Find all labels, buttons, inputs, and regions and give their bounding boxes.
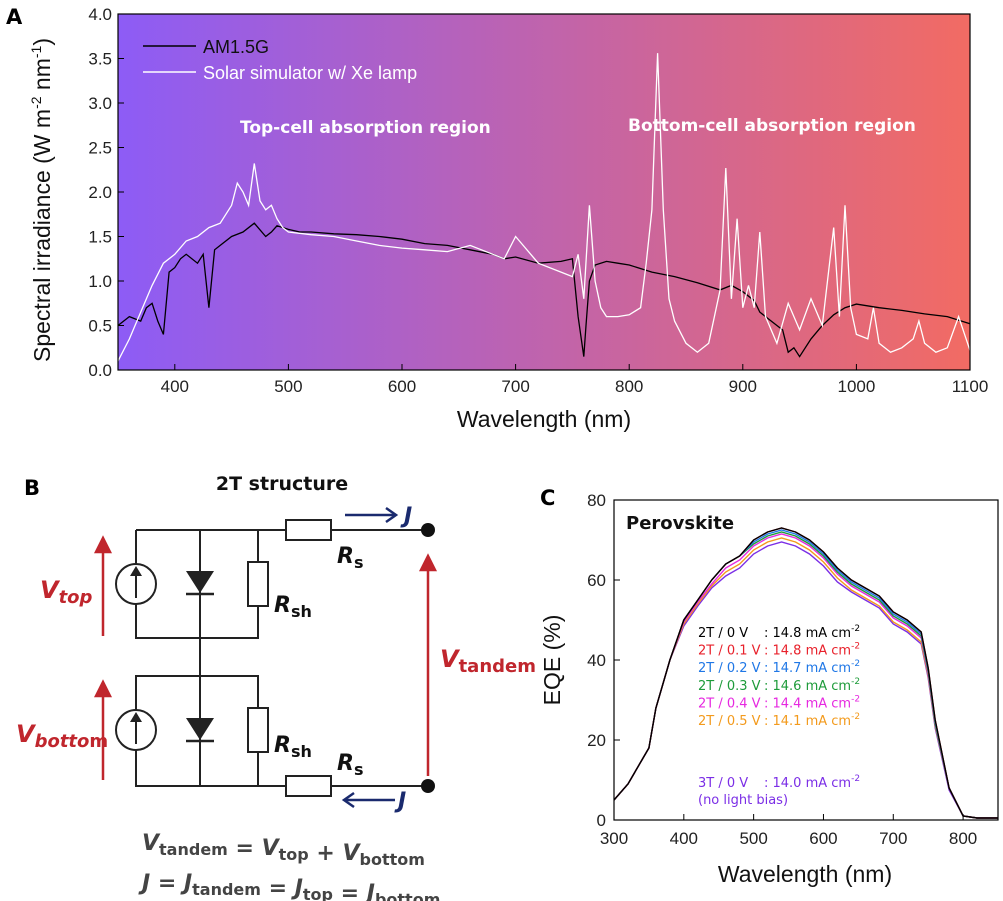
y-tick-label: 1.0 [88, 272, 112, 291]
x-tick-label: 1000 [837, 377, 875, 396]
legend-entry-label: 2T / 0.4 V [698, 696, 761, 711]
plot-a-x-axis-title: Wavelength (nm) [457, 406, 631, 432]
y-tick-label: 3.0 [88, 94, 112, 113]
x-tick-label: 700 [879, 829, 907, 848]
circuit-title: 2T structure [216, 473, 348, 495]
current-arrow-bottom-icon [341, 791, 395, 809]
x-tick-label: 800 [615, 377, 643, 396]
rsh-bottom-label: Rsh [274, 733, 312, 761]
x-tick-label: 900 [729, 377, 757, 396]
current-arrow-top-icon [345, 506, 399, 524]
y-tick-label: 1.5 [88, 228, 112, 247]
legend-entry-note: (no light bias) [698, 793, 788, 808]
x-tick-label: 800 [949, 829, 977, 848]
y-tick-label: 0.5 [88, 317, 112, 336]
x-tick-label: 1100 [952, 377, 989, 396]
plot-c-x-axis-title: Wavelength (nm) [718, 861, 892, 887]
current-label-top: J [400, 504, 412, 529]
legend-entry-value: : 14.8 mA cm-2 [764, 624, 860, 641]
equation-voltage: Vtandem = Vtop + Vbottom [142, 831, 425, 869]
legend-entry-label: 2T / 0 V [698, 626, 748, 641]
annotation-top-cell-region: Top-cell absorption region [240, 118, 491, 138]
plot-c-background [614, 500, 998, 820]
v-bottom-label: Vbottom [16, 720, 108, 752]
voltage-arrow-bottom-icon [93, 679, 113, 780]
y-tick-label: 60 [587, 571, 606, 590]
panel-label-a: A [6, 5, 23, 29]
y-tick-label: 40 [587, 651, 606, 670]
series-resistor-top-icon [285, 519, 332, 541]
legend-entry-value: : 14.0 mA cm-2 [764, 774, 860, 791]
y-tick-label: 4.0 [88, 5, 112, 24]
x-tick-label: 600 [388, 377, 416, 396]
plot-a-series-group [117, 53, 971, 362]
eqe-series-line [613, 527, 998, 819]
plot-c-series-group [613, 527, 998, 819]
shunt-resistor-top-icon [247, 561, 269, 607]
series-resistor-bottom-icon [285, 775, 332, 797]
voltage-arrow-tandem-icon [418, 553, 438, 776]
legend-entry-value: : 14.1 mA cm-2 [764, 712, 860, 729]
x-tick-label: 500 [739, 829, 767, 848]
panel-a-spectrum-chart: 400 500 600 700 800 900 1000 1100 0.0 0.5 1.0 1.5 2.… [28, 5, 988, 432]
diode-bottom-icon [186, 718, 214, 743]
diode-top-icon [186, 571, 214, 596]
v-tandem-label: Vtandem [440, 645, 536, 677]
plot-a-y-axis-title: Spectral irradiance (W m-2 nm-1) [28, 38, 55, 362]
panel-c-eqe-chart: 300 400 500 600 700 800 0 20 40 60 80 Perovskite 2… [539, 491, 999, 887]
plot-a-background [118, 14, 970, 370]
plot-c-legend: 2T / 0 V : 14.8 mA cm-22T / 0.1 V: 14.8 m… [698, 624, 860, 808]
terminal-bottom-icon [421, 779, 435, 793]
panel-label-b: B [24, 476, 40, 500]
y-tick-label: 0.0 [88, 361, 112, 380]
legend-entry-label: 2T / 0.3 V [698, 679, 761, 694]
x-tick-label: 700 [501, 377, 529, 396]
plot-a-ticks: 400 500 600 700 800 900 1000 1100 0.0 0.5 1.0 1.5 2.… [88, 5, 988, 396]
legend-entry-label: 2T / 0.1 V [698, 644, 761, 659]
panel-label-c: C [540, 486, 555, 510]
terminal-top-icon [421, 523, 435, 537]
shunt-resistor-bottom-icon [247, 707, 269, 753]
y-tick-label: 3.5 [88, 50, 112, 69]
legend-entry-label: 2T / 0.5 V [698, 714, 761, 729]
plot-c-ticks: 300 400 500 600 700 800 0 20 40 60 80 [587, 491, 977, 848]
annotation-bottom-cell-region: Bottom-cell absorption region [628, 116, 916, 136]
x-tick-label: 400 [670, 829, 698, 848]
voltage-arrow-top-icon [93, 535, 113, 636]
plot-c-y-axis-title: EQE (%) [539, 615, 565, 706]
legend-label-am15g: AM1.5G [203, 37, 269, 57]
rs-top-label: Rs [337, 544, 363, 572]
legend-entry-value: : 14.4 mA cm-2 [764, 694, 860, 711]
plot-c-title: Perovskite [626, 513, 734, 534]
series-line-am15g [117, 222, 971, 358]
legend-entry-value: : 14.8 mA cm-2 [764, 642, 860, 659]
y-tick-label: 20 [587, 731, 606, 750]
current-source-top-icon [115, 563, 157, 605]
equation-current: J = Jtandem = Jtop = Jbottom [138, 871, 440, 901]
x-tick-label: 400 [161, 377, 189, 396]
y-tick-label: 0 [597, 811, 606, 830]
y-tick-label: 2.5 [88, 139, 112, 158]
legend-entry-value: : 14.7 mA cm-2 [764, 659, 860, 676]
y-tick-label: 2.0 [88, 183, 112, 202]
legend-entry-label: 3T / 0 V [698, 776, 748, 791]
legend-label-xe-lamp: Solar simulator w/ Xe lamp [203, 63, 417, 83]
current-source-bottom-icon [115, 709, 157, 751]
y-tick-label: 80 [587, 491, 606, 510]
panel-b-circuit-diagram: 2T structure [16, 473, 536, 901]
v-top-label: Vtop [40, 576, 93, 608]
x-tick-label: 300 [600, 829, 628, 848]
legend-entry-value: : 14.6 mA cm-2 [764, 677, 860, 694]
series-line-xe-lamp [117, 53, 971, 362]
legend-entry-label: 2T / 0.2 V [698, 661, 761, 676]
x-tick-label: 600 [809, 829, 837, 848]
rs-bottom-label: Rs [337, 751, 363, 779]
current-label-bottom: J [394, 789, 406, 814]
x-tick-label: 500 [274, 377, 302, 396]
rsh-top-label: Rsh [274, 593, 312, 621]
